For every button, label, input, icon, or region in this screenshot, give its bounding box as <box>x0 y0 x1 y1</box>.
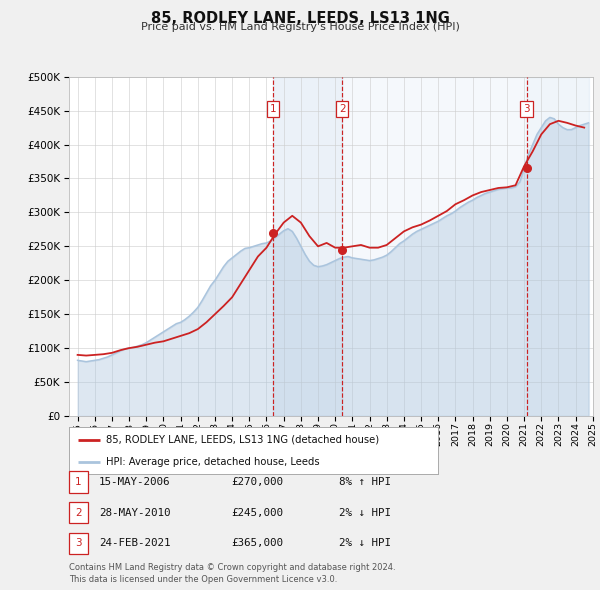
Text: 85, RODLEY LANE, LEEDS, LS13 1NG: 85, RODLEY LANE, LEEDS, LS13 1NG <box>151 11 449 25</box>
Text: This data is licensed under the Open Government Licence v3.0.: This data is licensed under the Open Gov… <box>69 575 337 584</box>
Text: £365,000: £365,000 <box>231 539 283 548</box>
Text: 1: 1 <box>269 104 276 114</box>
Bar <box>527 77 589 416</box>
Text: 15-MAY-2006: 15-MAY-2006 <box>99 477 170 487</box>
Text: 3: 3 <box>523 104 530 114</box>
Text: Price paid vs. HM Land Registry's House Price Index (HPI): Price paid vs. HM Land Registry's House … <box>140 22 460 32</box>
Bar <box>273 77 342 416</box>
Text: 2% ↓ HPI: 2% ↓ HPI <box>339 508 391 517</box>
Text: 8% ↑ HPI: 8% ↑ HPI <box>339 477 391 487</box>
Text: 3: 3 <box>75 539 82 548</box>
Text: £270,000: £270,000 <box>231 477 283 487</box>
Text: 1: 1 <box>75 477 82 487</box>
Bar <box>342 77 527 416</box>
Text: £245,000: £245,000 <box>231 508 283 517</box>
Text: 2: 2 <box>75 508 82 517</box>
Text: 28-MAY-2010: 28-MAY-2010 <box>99 508 170 517</box>
Text: 2% ↓ HPI: 2% ↓ HPI <box>339 539 391 548</box>
Text: 24-FEB-2021: 24-FEB-2021 <box>99 539 170 548</box>
Text: 2: 2 <box>339 104 346 114</box>
Text: HPI: Average price, detached house, Leeds: HPI: Average price, detached house, Leed… <box>106 457 320 467</box>
Text: 85, RODLEY LANE, LEEDS, LS13 1NG (detached house): 85, RODLEY LANE, LEEDS, LS13 1NG (detach… <box>106 435 379 445</box>
Text: Contains HM Land Registry data © Crown copyright and database right 2024.: Contains HM Land Registry data © Crown c… <box>69 563 395 572</box>
